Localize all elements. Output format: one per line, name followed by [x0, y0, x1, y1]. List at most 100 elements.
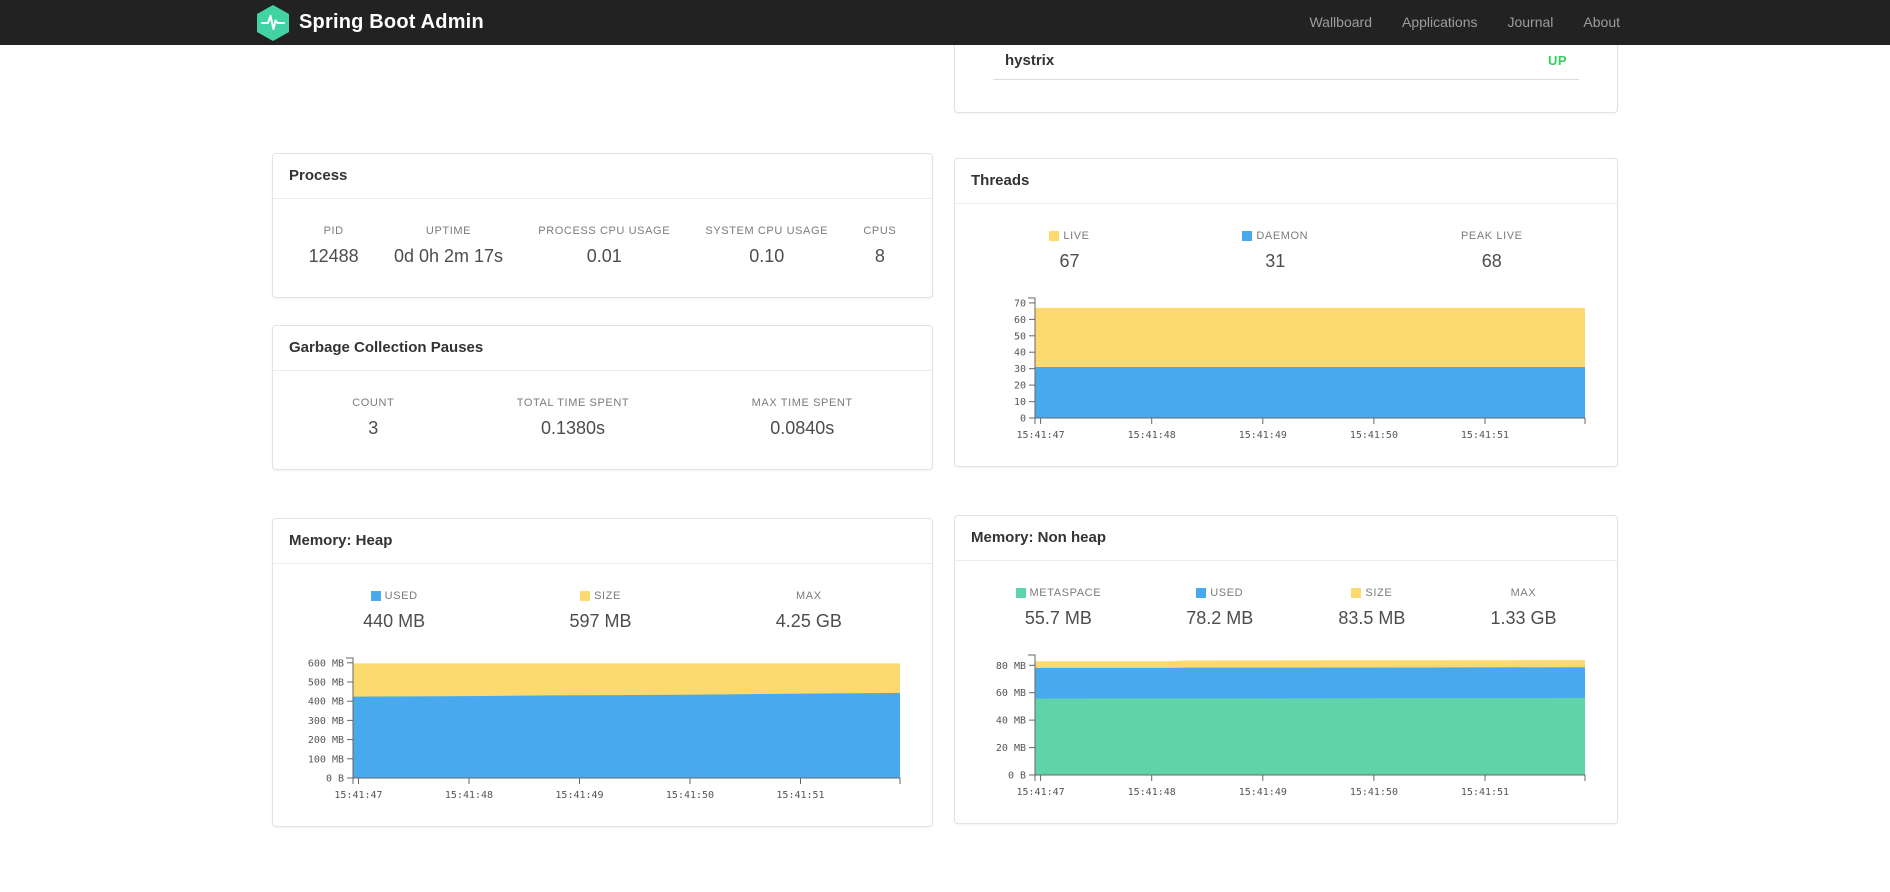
nav-item-about[interactable]: About [1583, 14, 1620, 30]
svg-text:10: 10 [1014, 397, 1026, 408]
stat-cpus-label: CPUS [863, 225, 897, 237]
stat-nonheap-size: SIZE 83.5 MB [1296, 587, 1448, 629]
stat-gc-count: COUNT 3 [291, 397, 456, 439]
stat-nonheap-metaspace: METASPACE 55.7 MB [973, 587, 1144, 629]
stat-nonheap-max-label: MAX [1510, 587, 1537, 599]
threads-chart: 0 10 20 30 40 50 60 70 15:41:47 15:41:48 15:41:49 1… [955, 290, 1617, 466]
stat-threads-peak-label: PEAK LIVE [1460, 230, 1523, 242]
stat-nonheap-used-label: USED [1210, 587, 1244, 599]
heap-used-swatch [370, 591, 381, 601]
svg-text:0 B: 0 B [326, 774, 344, 785]
application-row: hystrix UP [993, 46, 1579, 80]
stat-gc-count-value: 3 [368, 418, 379, 438]
brand-link[interactable]: Spring Boot Admin [255, 4, 484, 42]
svg-text:40: 40 [1014, 348, 1026, 359]
svg-text:15:41:48: 15:41:48 [1128, 787, 1176, 798]
svg-text:15:41:47: 15:41:47 [1017, 787, 1065, 798]
stat-heap-size-label: SIZE [594, 590, 621, 602]
stat-cpus: CPUS 8 [846, 225, 914, 267]
brand-title: Spring Boot Admin [299, 11, 484, 33]
svg-text:500 MB: 500 MB [308, 678, 344, 689]
spring-boot-admin-logo-icon [257, 4, 289, 41]
stat-nonheap-used: USED 78.2 MB [1144, 587, 1296, 629]
nav-item-journal[interactable]: Journal [1507, 14, 1554, 30]
svg-text:15:41:49: 15:41:49 [1239, 787, 1287, 798]
nav-item-applications[interactable]: Applications [1401, 14, 1478, 30]
svg-text:400 MB: 400 MB [308, 697, 344, 708]
nonheap-used-swatch [1196, 588, 1207, 598]
stat-heap-max: MAX 4.25 GB [704, 590, 914, 632]
stat-uptime-value: 0d 0h 2m 17s [393, 246, 504, 266]
stat-gc-total-value: 0.1380s [540, 418, 606, 438]
stat-heap-used-value: 440 MB [363, 611, 426, 631]
stat-nonheap-size-value: 83.5 MB [1338, 608, 1406, 628]
heap-size-swatch [580, 591, 591, 601]
right-column: hystrix UP Threads LIVE [954, 0, 1618, 827]
memory-nonheap-card: Memory: Non heap METASPACE 55.7 MB USED [954, 515, 1618, 824]
stat-heap-used: USED 440 MB [291, 590, 497, 632]
nav-item-wallboard[interactable]: Wallboard [1309, 14, 1372, 30]
stat-uptime: UPTIME 0d 0h 2m 17s [376, 225, 520, 267]
svg-text:15:41:51: 15:41:51 [1461, 430, 1509, 441]
svg-text:15:41:47: 15:41:47 [334, 790, 382, 801]
stat-pid: PID 12488 [291, 225, 376, 267]
memory-nonheap-card-heading: Memory: Non heap [955, 516, 1617, 561]
stat-gc-max-label: MAX TIME SPENT [751, 397, 853, 409]
memory-heap-card: Memory: Heap USED 440 MB SIZE [272, 518, 933, 827]
stat-heap-max-label: MAX [796, 590, 822, 602]
threads-stats-row: LIVE 67 DAEMON 31 PEAK [955, 204, 1617, 272]
stat-gc-count-label: COUNT [352, 397, 395, 409]
process-stats-row: PID 12488 UPTIME 0d 0h 2m 17s PROCESS CP… [273, 199, 932, 297]
svg-text:0: 0 [1020, 414, 1026, 425]
process-card-title: Process [289, 167, 348, 184]
svg-text:15:41:50: 15:41:50 [666, 790, 714, 801]
stat-process-cpu: PROCESS CPU USAGE 0.01 [521, 225, 688, 267]
stat-nonheap-metaspace-value: 55.7 MB [1024, 608, 1092, 628]
stat-process-cpu-value: 0.01 [586, 246, 622, 266]
stat-pid-label: PID [323, 225, 344, 237]
threads-live-swatch [1049, 231, 1060, 241]
svg-text:50: 50 [1014, 331, 1026, 342]
process-card: Process PID 12488 UPTIME 0d 0h 2m 17s PR… [272, 153, 933, 298]
svg-text:15:41:49: 15:41:49 [555, 790, 603, 801]
memory-heap-chart: 0 B 100 MB 200 MB 300 MB 400 MB 500 MB 600 MB 1… [273, 650, 932, 826]
stat-threads-daemon-value: 31 [1265, 251, 1286, 271]
top-navbar: Spring Boot Admin Wallboard Applications… [0, 0, 1890, 45]
svg-text:20 MB: 20 MB [996, 743, 1026, 754]
svg-text:0 B: 0 B [1008, 771, 1026, 782]
application-name-link[interactable]: hystrix [1005, 52, 1055, 69]
svg-text:30: 30 [1014, 364, 1026, 375]
stat-gc-max-value: 0.0840s [770, 418, 835, 438]
stat-threads-live-label: LIVE [1063, 230, 1090, 242]
svg-text:15:41:51: 15:41:51 [1461, 787, 1509, 798]
stat-threads-peak-value: 68 [1481, 251, 1502, 271]
stat-heap-max-value: 4.25 GB [775, 611, 842, 631]
stat-heap-size: SIZE 597 MB [497, 590, 703, 632]
stat-heap-used-label: USED [384, 590, 418, 602]
stat-system-cpu-label: SYSTEM CPU USAGE [705, 225, 829, 237]
svg-text:15:41:49: 15:41:49 [1239, 430, 1287, 441]
svg-text:60: 60 [1014, 315, 1026, 326]
stat-nonheap-max-value: 1.33 GB [1490, 608, 1557, 628]
memory-heap-stats-row: USED 440 MB SIZE 597 MB [273, 564, 932, 632]
navbar-inner: Spring Boot Admin Wallboard Applications… [255, 0, 1635, 45]
stat-threads-daemon: DAEMON 31 [1166, 230, 1385, 272]
stat-nonheap-metaspace-label: METASPACE [1029, 587, 1102, 599]
gc-card: Garbage Collection Pauses COUNT 3 TOTAL … [272, 325, 933, 470]
memory-heap-card-heading: Memory: Heap [273, 519, 932, 564]
memory-heap-card-title: Memory: Heap [289, 532, 393, 549]
svg-text:80 MB: 80 MB [996, 661, 1026, 672]
threads-card-title: Threads [971, 172, 1030, 189]
svg-text:40 MB: 40 MB [996, 716, 1026, 727]
svg-text:20: 20 [1014, 381, 1026, 392]
stat-gc-total: TOTAL TIME SPENT 0.1380s [456, 397, 691, 439]
stat-pid-value: 12488 [308, 246, 359, 266]
svg-text:15:41:47: 15:41:47 [1017, 430, 1065, 441]
stat-gc-total-label: TOTAL TIME SPENT [516, 397, 630, 409]
svg-text:15:41:48: 15:41:48 [1128, 430, 1176, 441]
memory-nonheap-chart: 0 B 20 MB 40 MB 60 MB 80 MB 15:41:47 15:41:48 1… [955, 647, 1617, 823]
svg-text:15:41:48: 15:41:48 [445, 790, 493, 801]
stat-threads-daemon-label: DAEMON [1256, 230, 1309, 242]
memory-nonheap-stats-row: METASPACE 55.7 MB USED 78.2 MB [955, 561, 1617, 629]
stat-system-cpu: SYSTEM CPU USAGE 0.10 [688, 225, 846, 267]
